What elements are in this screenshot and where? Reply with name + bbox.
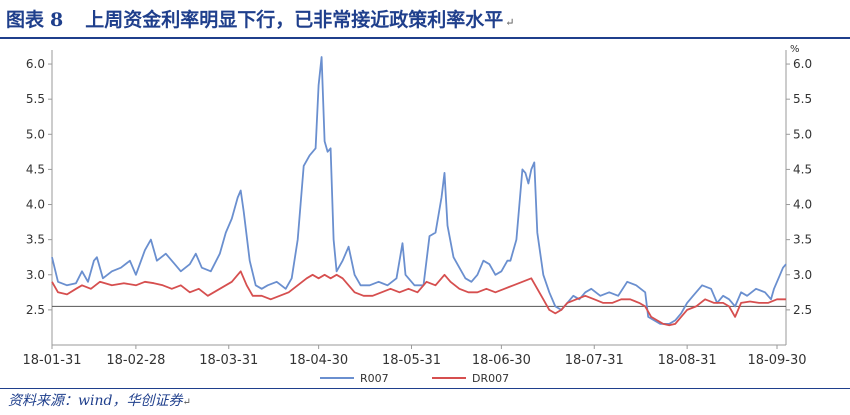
legend-label-dr007: DR007	[472, 372, 509, 385]
x-tick-label: 18-04-30	[289, 353, 348, 368]
y-tick-label-right: 2.5	[793, 303, 812, 317]
y-tick-label-right: 3.0	[793, 268, 812, 282]
x-tick-label: 18-08-31	[658, 353, 717, 368]
y-tick-label-left: 2.5	[26, 303, 45, 317]
x-tick-label: 18-06-30	[472, 353, 531, 368]
x-tick-label: 18-02-28	[106, 353, 165, 368]
y-tick-label-right: 3.5	[793, 233, 812, 247]
y-tick-label-left: 5.0	[26, 127, 45, 141]
y-tick-label-left: 6.0	[26, 57, 45, 71]
x-tick-label: 18-01-31	[22, 353, 81, 368]
y-tick-label-left: 4.5	[26, 162, 45, 176]
y-tick-label-right: 5.5	[793, 92, 812, 106]
y-tick-label-left: 5.5	[26, 92, 45, 106]
y-unit-label-right: %	[790, 44, 800, 55]
source-paragraph-mark: ↵	[182, 397, 191, 408]
figure-title-text: 上周资金利率明显下行，已非常接近政策利率水平	[85, 9, 504, 31]
y-tick-label-left: 3.5	[26, 233, 45, 247]
line-chart: 2.5 2.5 3.0 3.0 3.5 3.5 4.0 4.0 4.5 4.5 5.0 5.0 5.5 5…	[22, 44, 812, 385]
y-tick-label-left: 3.0	[26, 268, 45, 282]
source-text: 资料来源：wind，华创证券	[8, 393, 183, 409]
r007-line	[51, 56, 787, 325]
x-tick-label: 18-03-31	[199, 353, 258, 368]
y-tick-label-right: 4.5	[793, 162, 812, 176]
dr007-line	[51, 270, 786, 327]
source-rule	[0, 388, 850, 389]
y-tick-label-right: 5.0	[793, 127, 812, 141]
y-tick-label-right: 6.0	[793, 57, 812, 71]
legend-label-r007: R007	[360, 372, 389, 385]
x-tick-label: 18-05-31	[382, 353, 441, 368]
y-tick-label-right: 4.0	[793, 198, 812, 212]
x-tick-label: 18-09-30	[748, 353, 807, 368]
y-tick-label-left: 4.0	[26, 198, 45, 212]
x-tick-label: 18-07-31	[565, 353, 624, 368]
paragraph-mark: ↵	[505, 16, 515, 29]
figure-title: 图表 8 上周资金利率明显下行，已非常接近政策利率水平 ↵	[6, 5, 514, 35]
source-note: 资料来源：wind，华创证券↵	[8, 390, 191, 412]
figure-number: 8	[50, 9, 64, 31]
title-rule	[0, 37, 850, 39]
figure-title-prefix: 图表	[6, 9, 45, 31]
